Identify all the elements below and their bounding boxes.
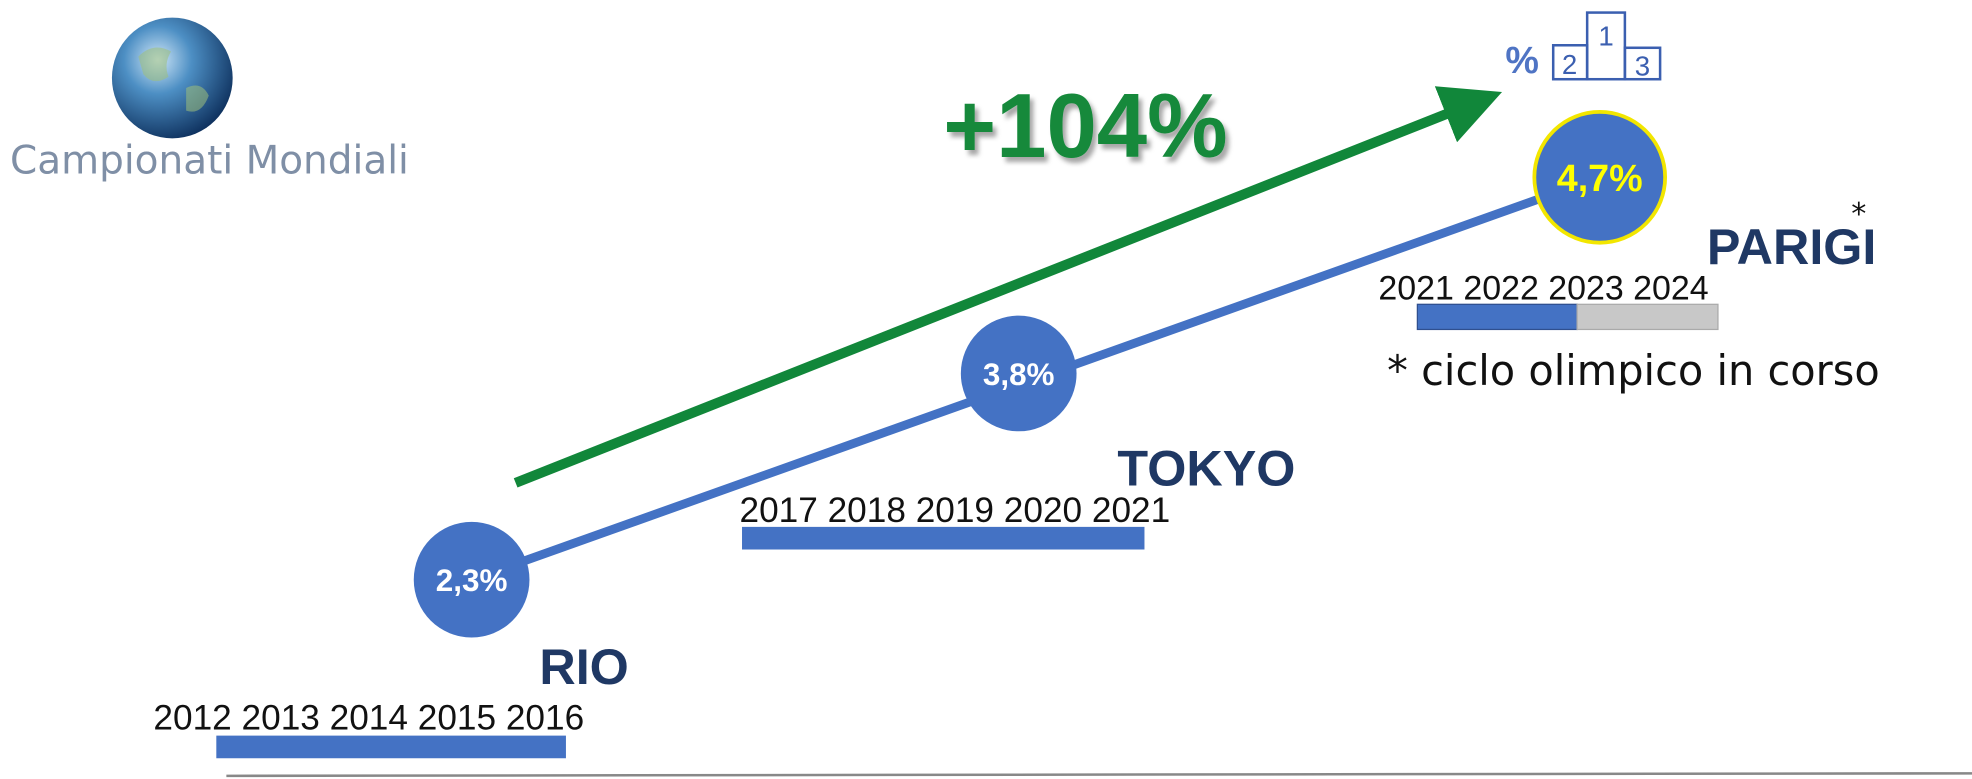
value-label: 3,8% (983, 357, 1055, 392)
value-label: 2,3% (436, 563, 508, 598)
podium-label: 2 (1562, 49, 1577, 80)
page: {"logo": {"title": "Campionati Mondiali"… (0, 0, 1972, 779)
city-label: TOKYO (1117, 439, 1295, 496)
years: 2021 2022 2023 2024 (1378, 269, 1708, 307)
logo-title: Campionati Mondiali (10, 139, 409, 184)
cycle-bar-done (1417, 304, 1577, 329)
infographic: Campionati Mondiali +104% % 2 1 3 2,3% 3… (0, 0, 1972, 779)
note-marker: * (1851, 197, 1866, 232)
city-label: RIO (539, 638, 628, 695)
value-label: 4,7% (1557, 157, 1643, 199)
cycle-bar-remaining (1577, 304, 1718, 329)
headline: +104% (943, 76, 1227, 177)
baseline (226, 773, 1972, 776)
podium-label: 1 (1598, 20, 1613, 51)
footnote: * ciclo olimpico in corso (1387, 346, 1880, 395)
podium-label: 3 (1635, 50, 1650, 81)
cycle-bar (742, 527, 1144, 550)
globe-logo (112, 18, 233, 139)
icon-percent: % (1505, 39, 1539, 81)
years: 2012 2013 2014 2015 2016 (153, 698, 584, 737)
years: 2017 2018 2019 2020 2021 (740, 491, 1171, 530)
cycle-bar (216, 736, 566, 759)
